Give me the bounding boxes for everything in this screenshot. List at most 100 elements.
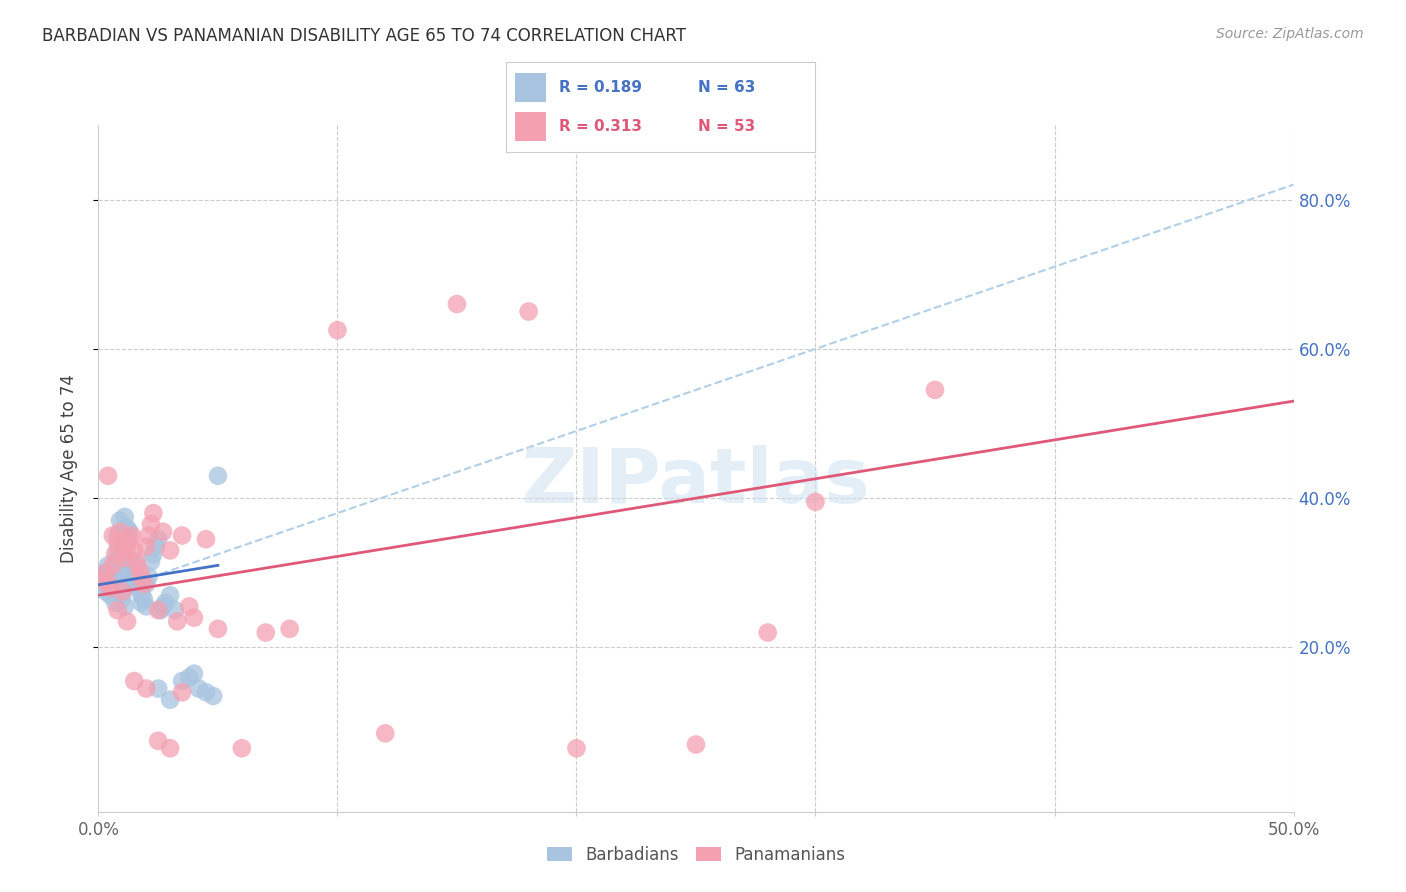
Point bbox=[111, 591, 134, 606]
Point bbox=[107, 574, 129, 588]
Point bbox=[114, 550, 136, 565]
Point bbox=[135, 577, 157, 591]
Point bbox=[98, 562, 122, 576]
Point bbox=[111, 543, 134, 558]
Point bbox=[108, 514, 131, 528]
Point bbox=[159, 692, 181, 706]
Point bbox=[98, 588, 122, 602]
Point bbox=[114, 509, 136, 524]
Point bbox=[148, 533, 170, 547]
Point bbox=[115, 615, 138, 629]
Point bbox=[97, 577, 120, 591]
Point bbox=[152, 524, 174, 539]
Point bbox=[111, 584, 134, 599]
Point bbox=[517, 304, 540, 318]
Point bbox=[104, 596, 127, 610]
Text: N = 53: N = 53 bbox=[697, 120, 755, 134]
Text: N = 63: N = 63 bbox=[697, 80, 755, 95]
Point bbox=[138, 569, 160, 583]
Point bbox=[115, 581, 138, 595]
Point bbox=[118, 524, 141, 539]
Point bbox=[163, 603, 186, 617]
Point bbox=[115, 533, 138, 547]
Point bbox=[135, 599, 157, 614]
Point bbox=[94, 566, 117, 580]
Y-axis label: Disability Age 65 to 74: Disability Age 65 to 74 bbox=[59, 374, 77, 563]
Point bbox=[148, 603, 170, 617]
Point bbox=[159, 741, 181, 756]
Point bbox=[278, 622, 301, 636]
Point bbox=[142, 547, 165, 561]
Point bbox=[131, 588, 153, 602]
Point bbox=[139, 555, 162, 569]
Point bbox=[139, 517, 162, 532]
Point bbox=[132, 577, 155, 591]
Point bbox=[124, 674, 146, 689]
Point bbox=[924, 383, 946, 397]
Legend: Barbadians, Panamanians: Barbadians, Panamanians bbox=[538, 838, 853, 872]
Point bbox=[124, 543, 146, 558]
Point bbox=[98, 581, 122, 595]
Point bbox=[94, 569, 117, 583]
Point bbox=[115, 540, 138, 554]
Point bbox=[121, 528, 143, 542]
Point bbox=[91, 574, 114, 588]
Point bbox=[107, 528, 129, 542]
Point bbox=[194, 533, 218, 547]
Point bbox=[179, 670, 201, 684]
Point bbox=[254, 625, 277, 640]
Point bbox=[194, 685, 218, 699]
Text: R = 0.313: R = 0.313 bbox=[558, 120, 641, 134]
Point bbox=[172, 674, 194, 689]
Point bbox=[101, 566, 124, 580]
Point bbox=[149, 603, 172, 617]
Point bbox=[166, 615, 188, 629]
Point bbox=[202, 689, 225, 703]
Point bbox=[159, 588, 181, 602]
Point bbox=[326, 323, 349, 337]
Point bbox=[179, 599, 201, 614]
Point bbox=[107, 536, 129, 550]
Point bbox=[125, 574, 148, 588]
Point bbox=[159, 543, 181, 558]
Point bbox=[104, 547, 127, 561]
Point bbox=[135, 540, 157, 554]
Point bbox=[98, 574, 122, 588]
Bar bbox=[516, 112, 547, 141]
Point bbox=[183, 610, 205, 624]
Point bbox=[124, 577, 146, 591]
Point bbox=[142, 506, 165, 520]
Point bbox=[565, 741, 588, 756]
Point bbox=[685, 738, 707, 752]
Point bbox=[101, 558, 124, 573]
Point bbox=[125, 555, 148, 569]
Point bbox=[135, 681, 157, 696]
Point bbox=[101, 577, 124, 591]
Point bbox=[138, 528, 160, 542]
Point bbox=[148, 681, 170, 696]
Point bbox=[446, 297, 468, 311]
Point bbox=[111, 577, 134, 591]
Point bbox=[94, 566, 117, 580]
Point bbox=[107, 543, 129, 558]
Point bbox=[155, 596, 177, 610]
Point bbox=[101, 528, 124, 542]
Point bbox=[118, 533, 141, 547]
Point bbox=[131, 596, 153, 610]
Point bbox=[97, 558, 120, 573]
Point bbox=[111, 569, 134, 583]
Point bbox=[97, 468, 120, 483]
Point bbox=[183, 666, 205, 681]
Point bbox=[111, 584, 134, 599]
Point bbox=[107, 603, 129, 617]
Text: ZIPatlas: ZIPatlas bbox=[522, 445, 870, 519]
Point bbox=[97, 577, 120, 591]
Point bbox=[128, 562, 150, 576]
Point bbox=[804, 495, 827, 509]
Point bbox=[111, 558, 134, 573]
Point bbox=[148, 733, 170, 747]
Point bbox=[124, 566, 146, 580]
Point bbox=[207, 468, 229, 483]
Point bbox=[97, 569, 120, 583]
Bar bbox=[516, 73, 547, 102]
